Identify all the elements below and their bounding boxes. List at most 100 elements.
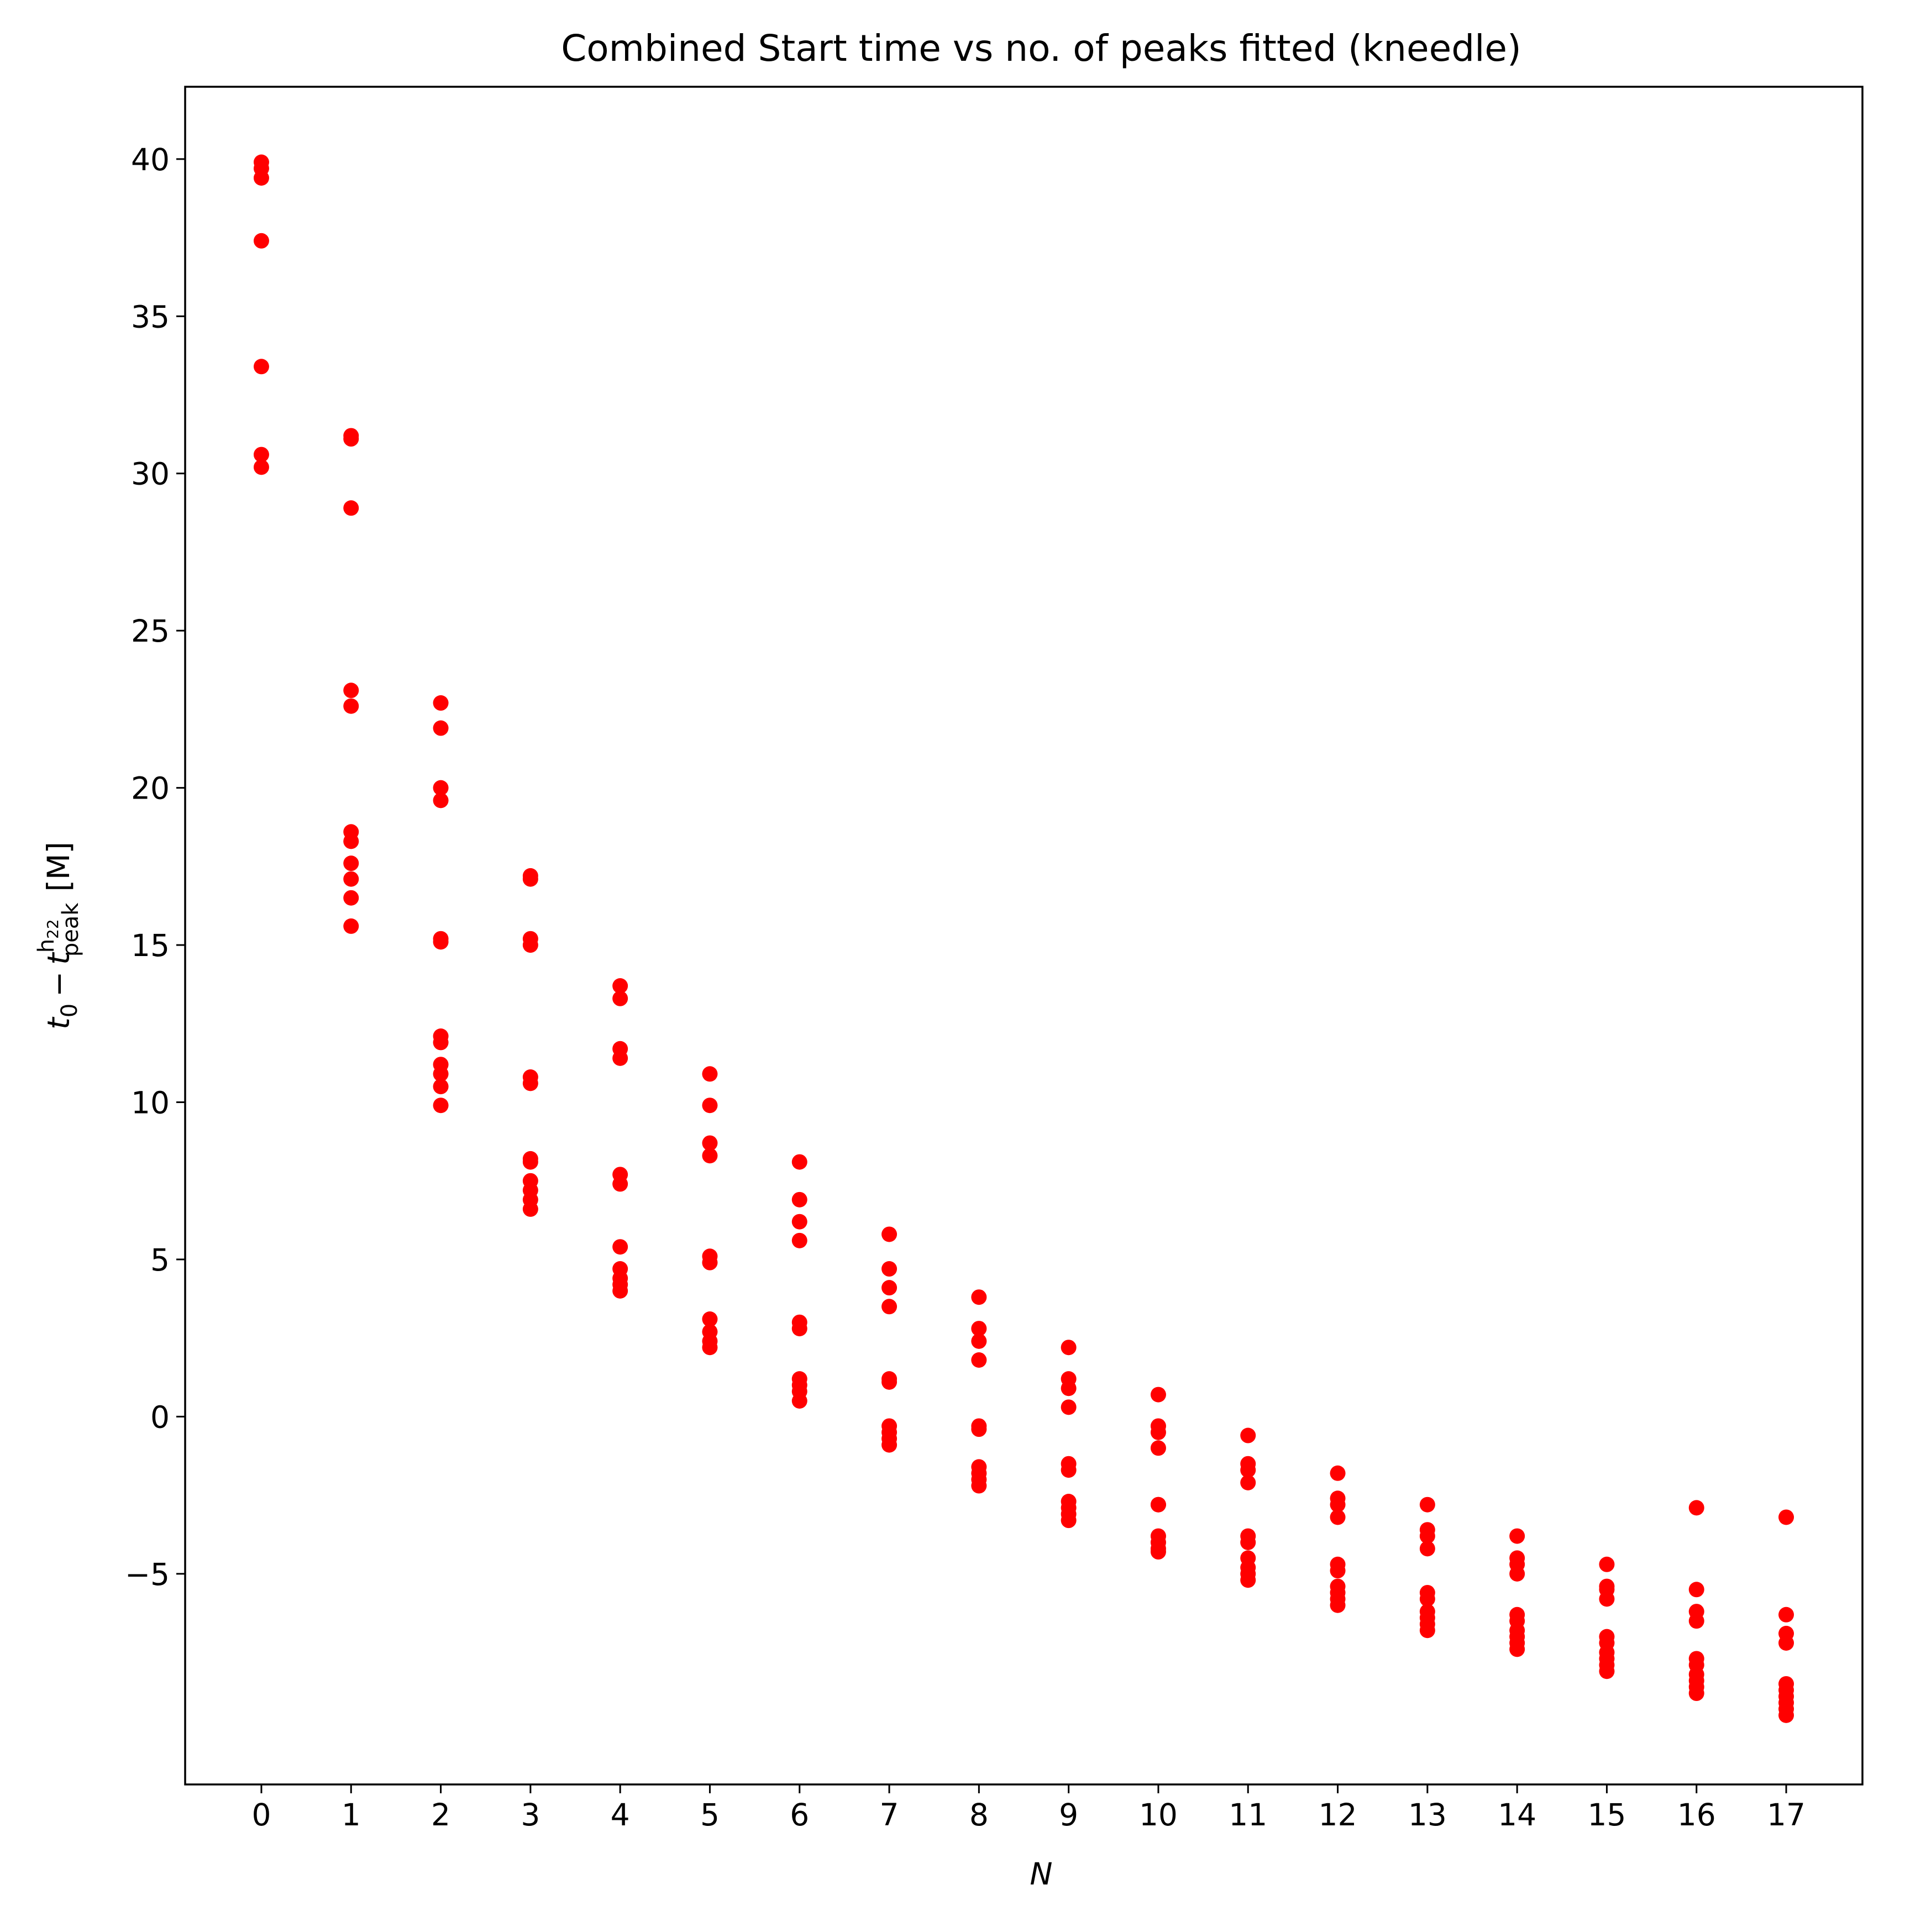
data-point: [1150, 1387, 1166, 1403]
data-point: [433, 780, 449, 796]
data-point: [253, 233, 269, 249]
x-tick-label: 17: [1767, 1797, 1806, 1833]
data-point: [1688, 1500, 1704, 1516]
data-point: [791, 1232, 807, 1248]
data-point: [971, 1321, 987, 1337]
data-point: [881, 1261, 898, 1277]
data-point: [343, 431, 359, 447]
data-point: [1330, 1497, 1346, 1513]
data-point: [971, 1289, 987, 1305]
data-point: [433, 1079, 449, 1095]
data-point: [881, 1299, 898, 1315]
data-point: [1419, 1623, 1435, 1639]
data-point: [971, 1478, 987, 1494]
data-point: [522, 1154, 538, 1170]
x-tick-label: 0: [251, 1797, 271, 1833]
data-point: [343, 855, 359, 872]
data-point: [612, 990, 628, 1006]
data-point: [881, 1226, 898, 1242]
data-point: [433, 695, 449, 711]
data-point: [612, 978, 628, 994]
data-point: [702, 1148, 718, 1164]
data-point: [791, 1393, 807, 1409]
data-point: [702, 1311, 718, 1327]
x-tick-label: 1: [342, 1797, 361, 1833]
y-tick-label: −5: [125, 1557, 170, 1592]
data-point: [881, 1280, 898, 1296]
x-tick-label: 12: [1319, 1797, 1357, 1833]
data-point: [881, 1437, 898, 1453]
y-tick-label: 0: [150, 1399, 170, 1435]
data-point: [1061, 1462, 1077, 1478]
data-point: [343, 871, 359, 887]
data-points: [253, 154, 1794, 1723]
data-point: [1419, 1541, 1435, 1557]
data-point: [1150, 1440, 1166, 1456]
data-point: [433, 1066, 449, 1082]
data-point: [343, 918, 359, 934]
data-point: [522, 1201, 538, 1217]
data-point: [522, 937, 538, 953]
data-point: [253, 359, 269, 375]
data-point: [1330, 1597, 1346, 1613]
data-point: [433, 1098, 449, 1114]
data-point: [433, 792, 449, 809]
data-point: [702, 1135, 718, 1151]
data-point: [433, 1035, 449, 1051]
x-tick-label: 16: [1677, 1797, 1716, 1833]
data-point: [702, 1066, 718, 1082]
data-point: [1240, 1474, 1256, 1490]
data-point: [1240, 1462, 1256, 1478]
data-point: [343, 890, 359, 906]
data-point: [612, 1176, 628, 1192]
data-point: [1778, 1635, 1794, 1651]
data-point: [343, 833, 359, 849]
data-point: [522, 871, 538, 887]
y-tick-label: 30: [131, 456, 170, 492]
data-point: [1240, 1534, 1256, 1550]
data-point: [1061, 1380, 1077, 1397]
data-point: [1778, 1509, 1794, 1525]
data-point: [791, 1154, 807, 1170]
data-point: [1061, 1513, 1077, 1529]
data-point: [702, 1098, 718, 1114]
y-axis-label: t0−th22peak[M]: [34, 842, 83, 1030]
chart-title: Combined Start time vs no. of peaks fitt…: [561, 27, 1521, 70]
data-point: [1150, 1497, 1166, 1513]
data-point: [702, 1340, 718, 1356]
data-point: [433, 720, 449, 736]
data-point: [1599, 1663, 1615, 1679]
data-point: [253, 459, 269, 475]
data-point: [1330, 1563, 1346, 1579]
data-point: [971, 1333, 987, 1349]
y-tick-label: 35: [131, 299, 170, 334]
data-point: [522, 1075, 538, 1091]
y-tick-label: 5: [150, 1242, 170, 1278]
data-point: [1778, 1707, 1794, 1723]
x-axis-label: N: [1030, 1856, 1052, 1892]
plot-frame: [184, 86, 1864, 1786]
data-point: [612, 1050, 628, 1066]
y-tick-label: 40: [131, 142, 170, 177]
data-point: [1778, 1607, 1794, 1623]
data-point: [702, 1254, 718, 1271]
x-tick-label: 15: [1587, 1797, 1626, 1833]
data-point: [1330, 1509, 1346, 1525]
data-point: [1509, 1528, 1525, 1544]
x-tick-label: 6: [790, 1797, 809, 1833]
data-point: [1688, 1582, 1704, 1598]
data-point: [1150, 1544, 1166, 1560]
x-tick-label: 11: [1229, 1797, 1267, 1833]
y-tick-label: 20: [131, 771, 170, 806]
data-point: [1509, 1566, 1525, 1582]
y-tick-label: 15: [131, 928, 170, 963]
x-tick-label: 7: [880, 1797, 899, 1833]
x-tick-label: 8: [969, 1797, 989, 1833]
data-point: [1240, 1572, 1256, 1588]
data-point: [1599, 1591, 1615, 1607]
data-point: [1599, 1556, 1615, 1572]
x-tick-label: 2: [431, 1797, 450, 1833]
data-point: [1330, 1465, 1346, 1481]
